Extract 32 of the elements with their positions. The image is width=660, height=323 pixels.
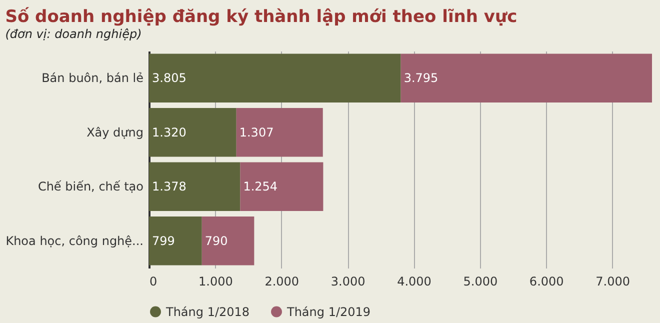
bar bbox=[202, 216, 254, 266]
data-label: 799 bbox=[152, 234, 175, 248]
bar bbox=[400, 54, 652, 103]
data-label: 3.805 bbox=[152, 71, 186, 86]
x-tick-label: 3.000 bbox=[330, 274, 366, 288]
x-tick-label: 0 bbox=[150, 274, 158, 288]
y-tick-label: Xây dựng bbox=[86, 125, 144, 140]
legend-label: Tháng 1/2019 bbox=[286, 304, 371, 319]
bar bbox=[149, 216, 202, 266]
bar bbox=[149, 108, 236, 157]
data-label: 1.254 bbox=[243, 180, 278, 194]
x-tick-label: 2.000 bbox=[264, 274, 300, 288]
y-tick-label: Khoa học, công nghệ... bbox=[6, 234, 144, 248]
x-tick-label: 6.000 bbox=[529, 274, 564, 288]
data-label: 1.307 bbox=[239, 125, 274, 140]
x-tick-label: 1.000 bbox=[198, 274, 233, 288]
data-label: 1.378 bbox=[152, 180, 186, 194]
chart-title: Số doanh nghiệp đăng ký thành lập mới theo lĩnh vực bbox=[5, 7, 518, 27]
bar bbox=[149, 54, 401, 103]
data-label: 790 bbox=[204, 234, 228, 248]
bar bbox=[149, 162, 240, 212]
data-label: 1.320 bbox=[152, 125, 186, 140]
bar bbox=[236, 108, 323, 157]
y-tick-label: Bán buôn, bán lẻ bbox=[42, 71, 144, 86]
y-tick-label: Chế biến, chế tạo bbox=[38, 180, 144, 194]
data-label: 3.795 bbox=[404, 71, 438, 86]
x-tick-label: 7.000 bbox=[596, 274, 630, 288]
x-tick-label: 4.000 bbox=[397, 274, 432, 288]
x-tick-label: 5.000 bbox=[463, 274, 498, 288]
legend-label: Tháng 1/2018 bbox=[165, 304, 250, 319]
chart-subtitle: (đơn vị: doanh nghiệp) bbox=[5, 27, 142, 41]
bar bbox=[240, 162, 324, 212]
